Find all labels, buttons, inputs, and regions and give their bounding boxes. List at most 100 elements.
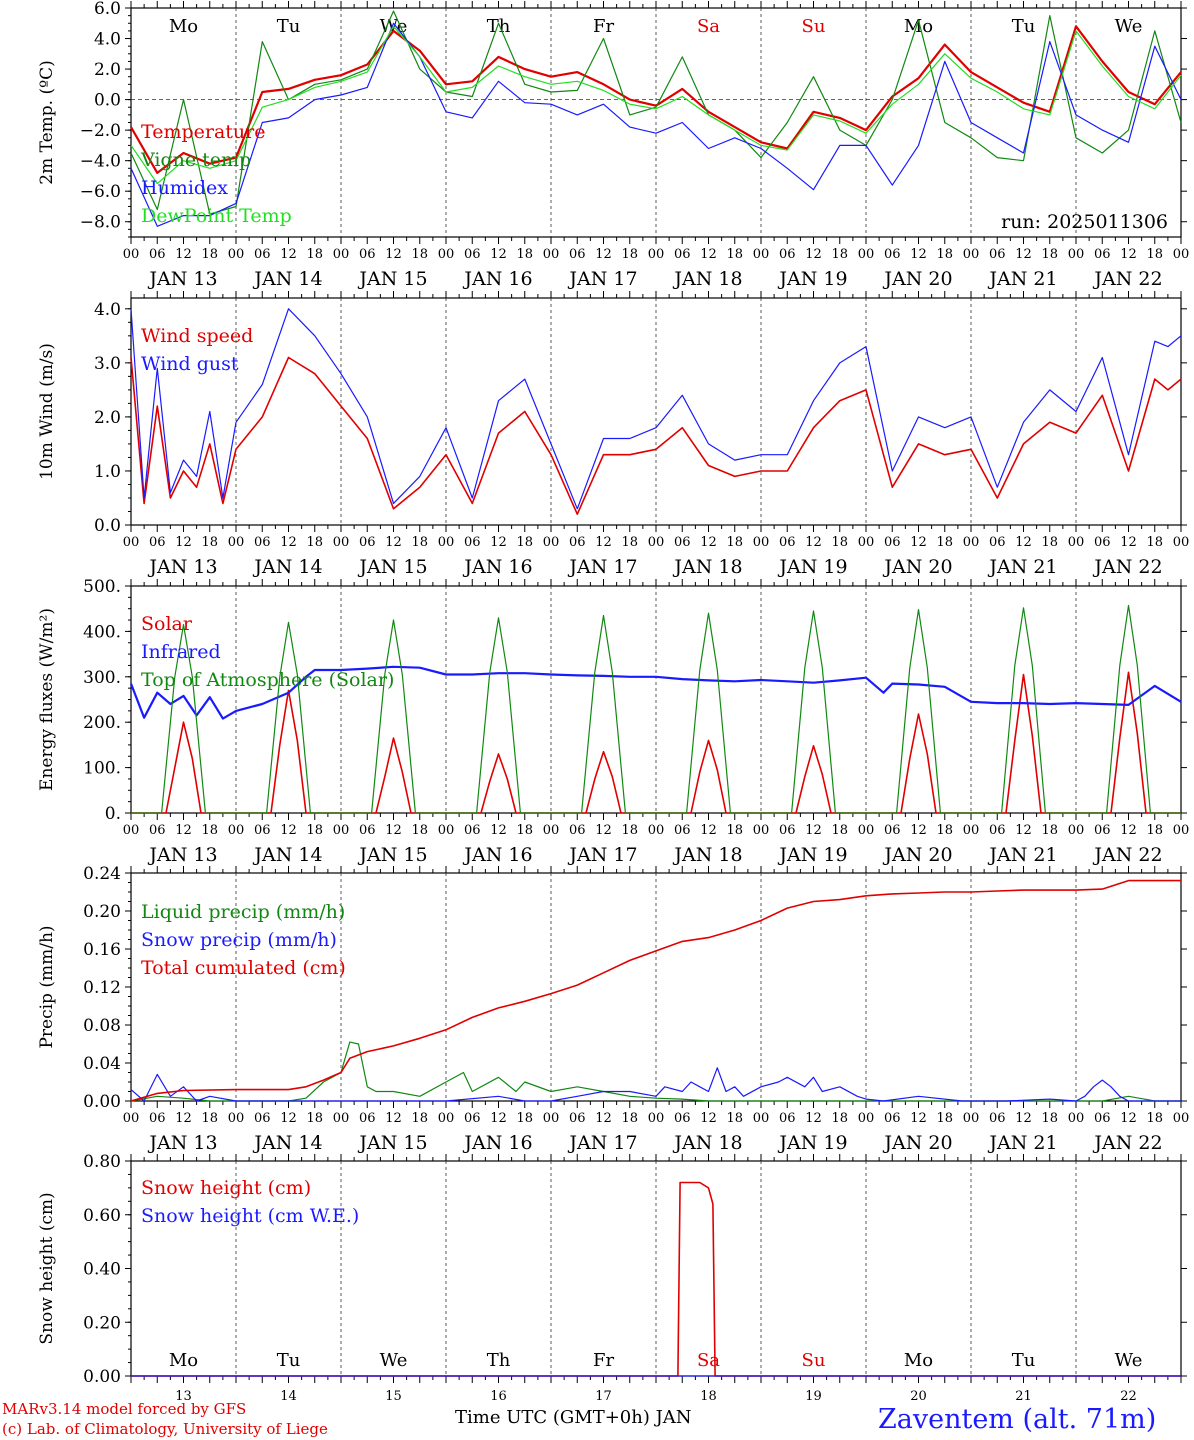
hour-label: 12 <box>700 823 717 838</box>
series-line-humidex <box>130 22 1182 227</box>
weekday-label: Mo <box>904 1350 933 1371</box>
hour-label: 00 <box>438 1111 455 1126</box>
hour-label: 12 <box>490 1111 507 1126</box>
date-label: JAN 13 <box>147 1132 217 1154</box>
chart-panels: 6.0 4.0 2.0 0.0 −2.0 −4.0 −6.0 −8.0 2m Temp. (ºC… <box>37 0 1189 1404</box>
hour-label: 18 <box>516 535 533 550</box>
chart-panel-4: 0.24 0.20 0.16 0.12 0.08 0.04 0.00 Precip (mm/h… <box>37 864 1189 1154</box>
hour-label: 06 <box>1094 535 1111 550</box>
hour-label: 12 <box>490 535 507 550</box>
y-tick-label: 6.0 <box>94 0 121 19</box>
date-label: JAN 18 <box>672 268 742 290</box>
y-axis-title: Energy fluxes (W/m²) <box>37 608 57 791</box>
hour-label: 12 <box>280 823 297 838</box>
hour-label: 18 <box>201 823 218 838</box>
hour-label: 12 <box>805 823 822 838</box>
hour-label: 00 <box>123 247 140 262</box>
y-tick-label: 0.00 <box>83 1367 121 1387</box>
date-label: JAN 21 <box>987 1132 1057 1154</box>
hour-label: 06 <box>779 247 796 262</box>
hour-label: 00 <box>228 247 245 262</box>
hour-label: 18 <box>1146 1111 1163 1126</box>
hour-label: 06 <box>464 535 481 550</box>
hour-label: 00 <box>1173 535 1190 550</box>
weekday-label: We <box>1115 1350 1143 1371</box>
hour-label: 12 <box>1120 535 1137 550</box>
date-label: JAN 22 <box>1092 1132 1162 1154</box>
hour-label: 06 <box>779 535 796 550</box>
series-line-wind-speed <box>130 356 1182 516</box>
hour-label: 00 <box>963 1111 980 1126</box>
series-line-vigne-temp <box>130 10 1182 215</box>
y-tick-label: 500. <box>83 577 121 597</box>
date-label: JAN 19 <box>777 268 847 290</box>
hour-label: 12 <box>595 247 612 262</box>
weekday-label: Mo <box>904 16 933 37</box>
hour-label: 18 <box>621 1111 638 1126</box>
day-number-label: 13 <box>175 1389 192 1404</box>
station-label: Zaventem (alt. 71m) <box>878 1404 1156 1435</box>
hour-label: 06 <box>359 823 376 838</box>
hour-label: 12 <box>1120 247 1137 262</box>
y-tick-label: 0.16 <box>83 940 121 960</box>
date-label: JAN 18 <box>672 1132 742 1154</box>
hour-label: 18 <box>936 823 953 838</box>
hour-label: 12 <box>700 247 717 262</box>
weekday-label: Fr <box>593 1350 614 1371</box>
hour-label: 12 <box>175 535 192 550</box>
date-label: JAN 15 <box>357 268 427 290</box>
weekday-label: Mo <box>169 16 198 37</box>
date-label: JAN 20 <box>882 556 952 578</box>
hour-label: 06 <box>989 247 1006 262</box>
hour-label: 18 <box>936 535 953 550</box>
hour-label: 00 <box>1068 247 1085 262</box>
y-tick-label: 2.0 <box>94 408 121 428</box>
hour-label: 12 <box>490 247 507 262</box>
chart-panel-2: 4.0 3.0 2.0 1.0 0.0 10m Wind (m/s) 00 06 12 18 00 0… <box>37 291 1189 578</box>
hour-label: 12 <box>385 247 402 262</box>
y-tick-label: 4.0 <box>94 300 121 320</box>
hour-label: 18 <box>1146 535 1163 550</box>
hour-label: 06 <box>359 535 376 550</box>
date-label: JAN 18 <box>672 844 742 866</box>
hour-label: 18 <box>831 1111 848 1126</box>
hour-label: 06 <box>569 1111 586 1126</box>
date-label: JAN 19 <box>777 1132 847 1154</box>
hour-label: 06 <box>569 535 586 550</box>
hour-label: 12 <box>1120 823 1137 838</box>
day-number-label: 14 <box>280 1389 297 1404</box>
hour-label: 06 <box>149 535 166 550</box>
hour-label: 06 <box>254 1111 271 1126</box>
y-tick-label: −4.0 <box>80 152 121 172</box>
y-tick-label: 0.12 <box>83 978 121 998</box>
hour-label: 06 <box>464 1111 481 1126</box>
hour-label: 18 <box>1146 247 1163 262</box>
hour-label: 00 <box>333 823 350 838</box>
date-label: JAN 14 <box>252 268 322 290</box>
date-label: JAN 21 <box>987 556 1057 578</box>
legend-entry: Humidex <box>141 177 228 199</box>
date-label: JAN 14 <box>252 844 322 866</box>
y-tick-label: 100. <box>83 759 121 779</box>
hour-label: 12 <box>1015 535 1032 550</box>
hour-label: 18 <box>1041 823 1058 838</box>
date-label: JAN 13 <box>147 556 217 578</box>
hour-label: 12 <box>805 535 822 550</box>
hour-label: 00 <box>228 535 245 550</box>
legend-entry: Vigne temp <box>140 149 251 171</box>
date-label: JAN 16 <box>462 268 532 290</box>
legend-entry: Snow precip (mm/h) <box>141 929 337 951</box>
hour-label: 00 <box>438 247 455 262</box>
hour-label: 18 <box>411 1111 428 1126</box>
hour-label: 06 <box>569 823 586 838</box>
hour-label: 00 <box>753 247 770 262</box>
hour-label: 12 <box>280 247 297 262</box>
weekday-label: Tu <box>1012 1350 1036 1371</box>
hour-label: 18 <box>621 535 638 550</box>
day-number-label: 21 <box>1015 1389 1032 1404</box>
y-tick-label: 3.0 <box>94 354 121 374</box>
weekday-label: Sa <box>697 16 720 37</box>
hour-label: 06 <box>884 823 901 838</box>
legend-entry: Top of Atmosphere (Solar) <box>141 669 394 691</box>
hour-label: 12 <box>490 823 507 838</box>
